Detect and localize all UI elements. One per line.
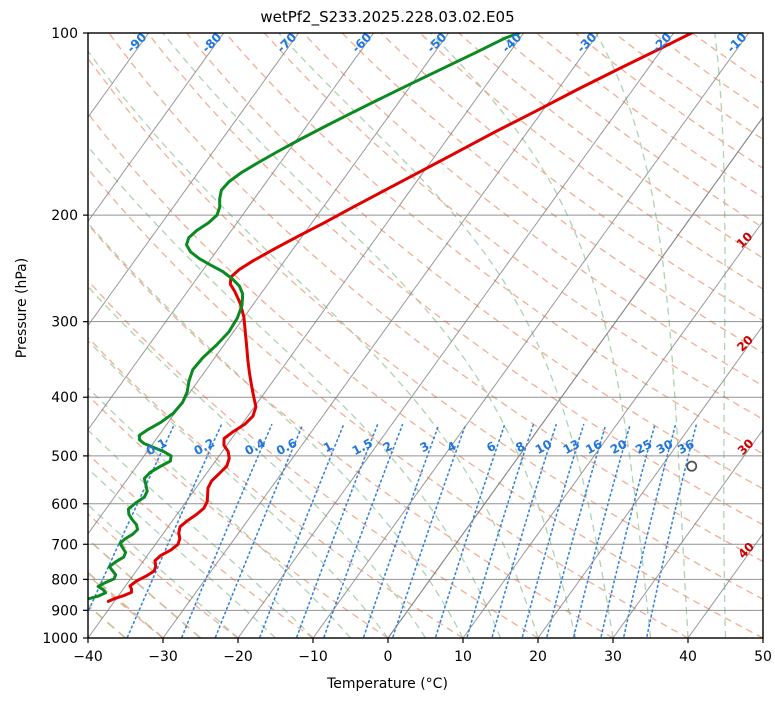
mixing-ratio-label: 10 bbox=[533, 437, 554, 457]
markers-layer bbox=[686, 460, 698, 472]
y-tick-label: 200 bbox=[51, 208, 78, 224]
mixing-ratio-labels: 0.1 0.2 0.4 0.6 1 1.5 2 3 4 6 8 10 13 16 20 25 30 36 bbox=[144, 436, 697, 458]
mixing-ratio-label: 20 bbox=[608, 437, 629, 457]
page-title: wetPf2_S233.2025.228.03.02.E05 bbox=[260, 8, 515, 26]
profile-curves bbox=[88, 33, 694, 603]
plot-background bbox=[88, 33, 763, 638]
mixing-ratio-label: 16 bbox=[583, 437, 604, 457]
x-tick-label: 0 bbox=[384, 649, 393, 665]
x-axis-label: Temperature (°C) bbox=[327, 676, 448, 692]
axes-layer: −40 −30 −20 −10 0 10 20 30 40 50 100 200 300 400 500 60… bbox=[42, 26, 772, 665]
y-tick-label: 600 bbox=[51, 497, 78, 513]
plot-border bbox=[87, 32, 764, 639]
isobar-lines bbox=[88, 33, 763, 638]
x-tick-label: −30 bbox=[148, 649, 178, 665]
y-tick-label: 900 bbox=[51, 603, 78, 619]
y-tick-label: 700 bbox=[51, 537, 78, 553]
lcl-marker bbox=[686, 460, 698, 472]
y-tick-label: 1000 bbox=[42, 631, 78, 647]
mixing-ratio-label: 13 bbox=[561, 437, 582, 457]
x-tick-label: −10 bbox=[298, 649, 328, 665]
mixing-ratio-label: 25 bbox=[633, 437, 654, 457]
x-tick-label: 50 bbox=[754, 649, 772, 665]
profile-dewpoint bbox=[88, 33, 521, 601]
mixing-ratio-label: 36 bbox=[675, 437, 696, 457]
y-tick-label: 400 bbox=[51, 390, 78, 406]
profile-temperature bbox=[106, 33, 694, 603]
x-tick-label: 40 bbox=[679, 649, 697, 665]
x-tick-label: 30 bbox=[604, 649, 622, 665]
y-tick-label: 500 bbox=[51, 449, 78, 465]
y-tick-label: 800 bbox=[51, 572, 78, 588]
x-tick-label: 20 bbox=[529, 649, 547, 665]
y-tick-label: 100 bbox=[51, 26, 78, 42]
x-tick-label: 10 bbox=[454, 649, 472, 665]
isotherm-lines bbox=[88, 33, 763, 638]
x-tick-label: −40 bbox=[73, 649, 103, 665]
mixing-ratio-label: 30 bbox=[654, 437, 675, 457]
y-axis-label: Pressure (hPa) bbox=[14, 257, 30, 359]
dry-adiabat-lines bbox=[88, 33, 763, 638]
x-tick-label: −20 bbox=[223, 649, 253, 665]
y-tick-label: 300 bbox=[51, 315, 78, 331]
